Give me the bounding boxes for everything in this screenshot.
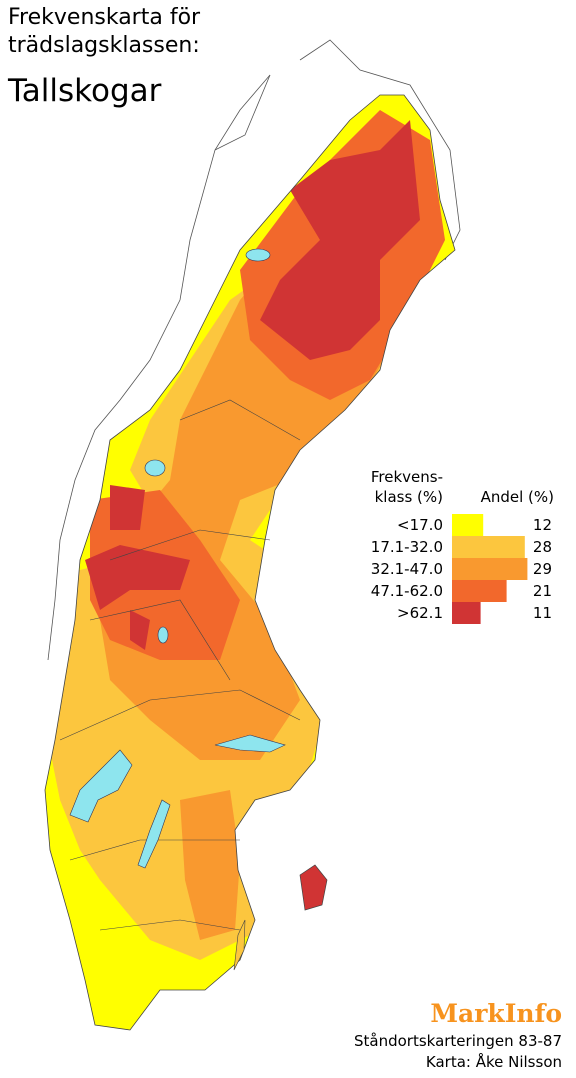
legend-share-label: 12 <box>533 516 552 534</box>
legend-header: Andel (%) <box>481 488 554 506</box>
legend-class-label: 32.1-47.0 <box>371 560 443 578</box>
legend-class-label: 17.1-32.0 <box>371 538 443 556</box>
legend-class-label: <17.0 <box>397 516 443 534</box>
legend-share-label: 21 <box>533 582 552 600</box>
legend-class-label: 47.1-62.0 <box>371 582 443 600</box>
legend-bar <box>452 580 507 602</box>
legend-header: Frekvens- <box>371 468 443 486</box>
oland <box>233 919 246 971</box>
subtitle: Tallskogar <box>7 73 162 109</box>
county-borders <box>59 399 301 931</box>
legend-bar <box>452 536 525 558</box>
title: trädslagsklassen: <box>8 33 200 58</box>
title: Frekvenskarta för <box>8 5 201 30</box>
legend-bar <box>452 602 481 624</box>
legend-bar <box>452 514 484 536</box>
neighbour-borders <box>47 39 461 661</box>
legend-bar <box>452 558 528 580</box>
gotland <box>299 864 328 911</box>
legend-share-label: 28 <box>533 538 552 556</box>
lakes <box>69 248 286 869</box>
legend-share-label: 11 <box>533 604 552 622</box>
legend-share-label: 29 <box>533 560 552 578</box>
legend-header: klass (%) <box>375 488 443 506</box>
credit: Ståndortskarteringen 83-87 <box>354 1032 562 1050</box>
credit: Karta: Åke Nilsson <box>426 1052 562 1071</box>
logo: MarkInfo <box>430 999 562 1028</box>
legend-class-label: >62.1 <box>397 604 443 622</box>
legend: Frekvens- klass (%) Andel (%) <17.0 12 17.… <box>371 468 554 624</box>
